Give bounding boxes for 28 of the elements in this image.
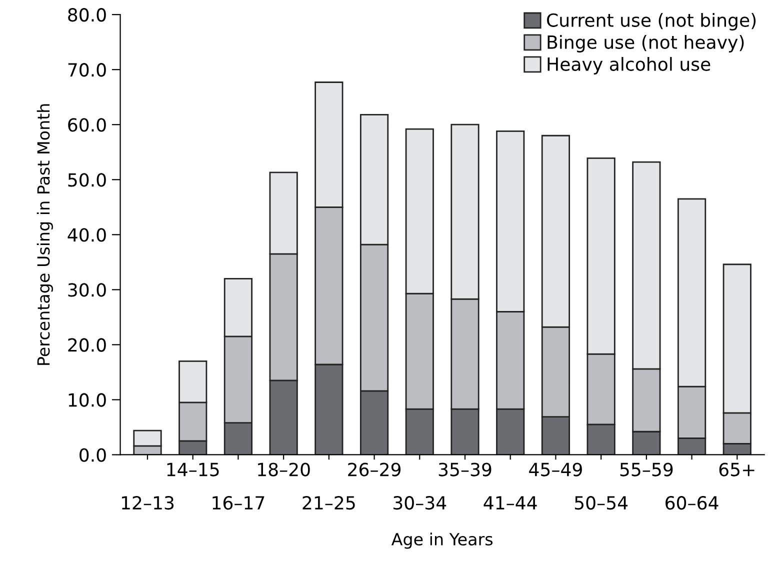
y-tick-label: 80.0: [68, 8, 106, 22]
x-tick-label: 55–59: [620, 462, 673, 476]
x-tick-label: 41–44: [484, 496, 537, 510]
x-tick-label: 60–64: [666, 496, 718, 510]
y-tick-label: 70.0: [68, 63, 106, 77]
x-tick-label: 50–54: [574, 496, 628, 510]
y-tick-label: 0.0: [80, 448, 106, 462]
x-tick-label: 30–34: [394, 496, 446, 510]
y-tick-label: 40.0: [68, 228, 106, 242]
x-tick-label: 45–49: [529, 462, 582, 476]
x-tick-label: 26–29: [348, 462, 400, 476]
x-tick-label: 14–15: [167, 462, 219, 476]
x-tick-label: 35–39: [438, 462, 492, 476]
x-tick-label: 21–25: [302, 496, 355, 510]
legend-label: Heavy alcohol use: [548, 56, 710, 74]
y-tick-label: 50.0: [68, 173, 106, 187]
x-tick-label: 12–13: [122, 496, 174, 510]
x-tick-label: 18–20: [258, 462, 310, 476]
legend-label: Current use (not binge): [547, 12, 756, 30]
x-tick-label: 65+: [719, 462, 754, 476]
y-axis-title: Percentage Using in Past Month: [36, 104, 53, 365]
x-axis-title: Age in Years: [391, 532, 493, 549]
y-tick-label: 10.0: [68, 393, 106, 407]
y-tick-label: 30.0: [68, 283, 106, 297]
y-tick-label: 60.0: [68, 118, 106, 132]
y-tick-label: 20.0: [68, 338, 106, 352]
legend-label: Binge use (not heavy): [548, 34, 744, 52]
x-tick-label: 16–17: [212, 496, 264, 510]
